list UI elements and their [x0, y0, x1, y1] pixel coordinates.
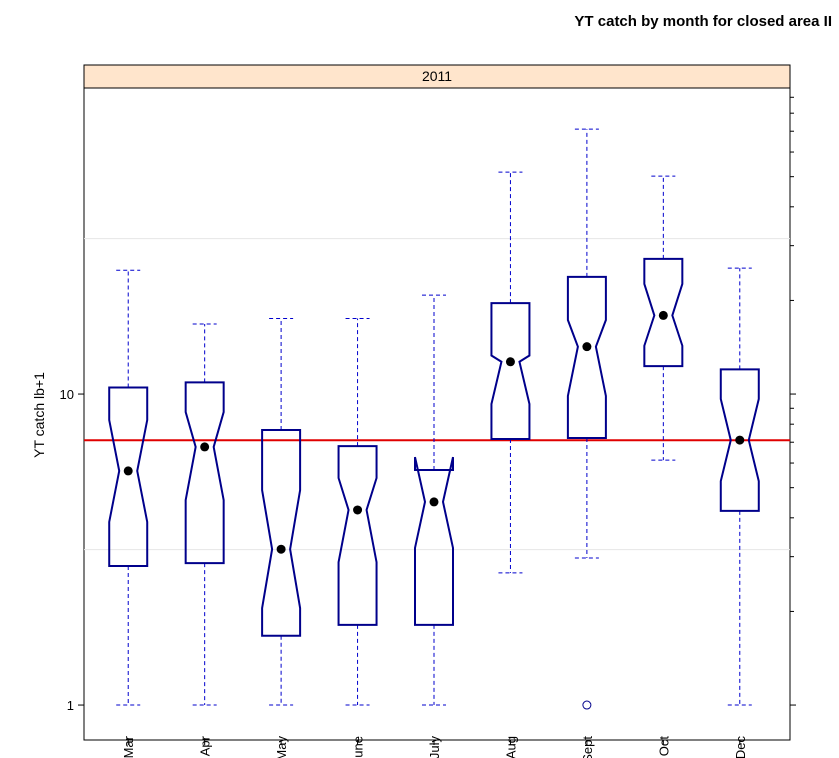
box	[108, 386, 149, 567]
y-tick-label: 10	[60, 387, 74, 402]
box	[643, 257, 684, 368]
x-tick-label: July	[427, 736, 442, 758]
median-dot	[735, 435, 745, 445]
x-tick-label: Apr	[198, 735, 213, 756]
y-tick-label: 1	[67, 698, 74, 713]
x-tick-label: Dec	[733, 736, 748, 758]
x-tick-label: Aug	[503, 736, 518, 758]
panel-title: 2011	[422, 68, 452, 84]
x-tick-label: June	[351, 736, 366, 758]
median-dot	[582, 342, 592, 352]
x-tick-label: Sept	[580, 736, 595, 758]
box	[184, 381, 225, 565]
median-dot	[353, 505, 363, 515]
box	[261, 429, 302, 637]
median-dot	[200, 442, 210, 452]
box	[719, 368, 760, 512]
median-dot	[123, 466, 133, 476]
x-tick-label: Oct	[656, 736, 671, 757]
y-axis-label: YT catch lb+1	[31, 372, 47, 458]
box	[337, 445, 378, 626]
median-dot	[276, 544, 286, 554]
chart-title: YT catch by month for closed area II	[574, 13, 832, 30]
x-tick-label: May	[274, 736, 289, 758]
outlier	[582, 700, 592, 710]
box	[414, 456, 454, 626]
median-dot	[429, 497, 439, 507]
box	[566, 275, 607, 440]
median-dot	[658, 310, 668, 320]
x-tick-label: Mar	[121, 735, 136, 758]
median-dot	[505, 357, 515, 367]
panel-frame	[83, 87, 791, 741]
box	[490, 302, 531, 440]
